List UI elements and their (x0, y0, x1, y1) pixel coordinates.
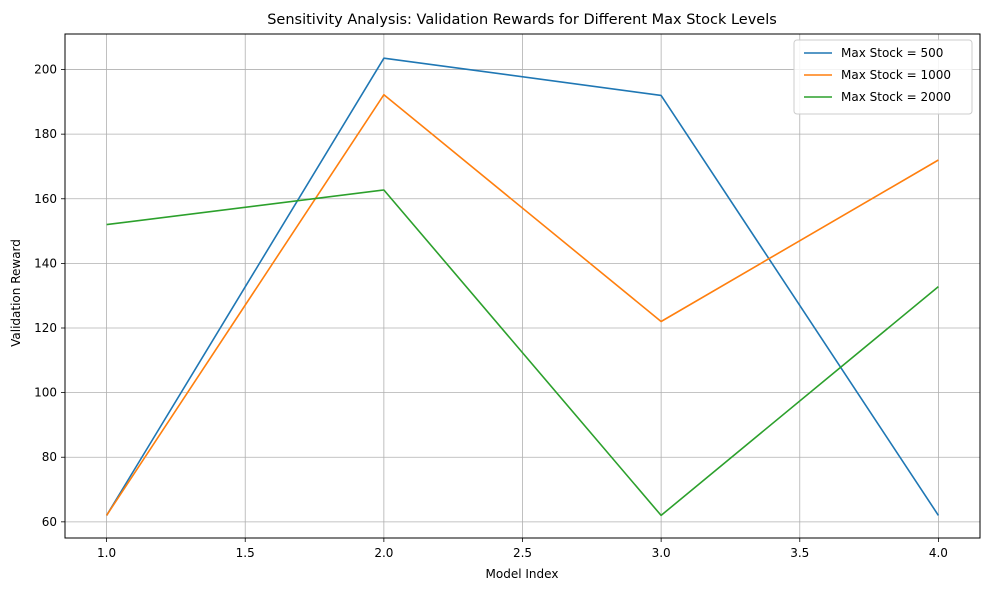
series-line-3 (106, 189, 939, 517)
x-tick-label: 1.0 (97, 546, 116, 560)
x-axis-ticks: 1.0 1.5 2.0 2.5 3.0 3.5 4.0 (97, 538, 948, 560)
legend-label: Max Stock = 1000 (841, 68, 951, 82)
y-tick-label: 140 (34, 256, 57, 270)
series-lines (105, 57, 940, 517)
legend-box (793, 39, 973, 115)
x-axis-label: Model Index (486, 567, 559, 581)
y-axis-label: Validation Reward (9, 239, 23, 347)
y-axis-ticks: 60 80 100 120 140 160 180 200 (34, 63, 65, 529)
chart-title: Sensitivity Analysis: Validation Rewards… (267, 12, 777, 28)
x-tick-label: 3.5 (790, 546, 809, 560)
legend-label: Max Stock = 500 (841, 46, 943, 60)
x-tick-label: 3.0 (652, 546, 671, 560)
x-tick-label: 2.5 (513, 546, 532, 560)
y-tick-label: 200 (34, 63, 57, 77)
x-tick-label: 1.5 (236, 546, 255, 560)
series-line-1 (105, 57, 940, 516)
legend-label: Max Stock = 2000 (841, 90, 951, 104)
y-tick-label: 160 (34, 192, 57, 206)
grid (65, 34, 980, 538)
x-tick-label: 2.0 (374, 546, 393, 560)
x-tick-label: 4.0 (929, 546, 948, 560)
y-tick-label: 120 (34, 321, 57, 335)
y-tick-label: 100 (34, 386, 57, 400)
y-tick-label: 180 (34, 127, 57, 141)
y-tick-label: 60 (42, 515, 57, 529)
series-line-2 (105, 93, 939, 516)
y-tick-label: 80 (42, 450, 57, 464)
legend: Max Stock = 500 Max Stock = 1000 Max Stock… (793, 39, 973, 115)
